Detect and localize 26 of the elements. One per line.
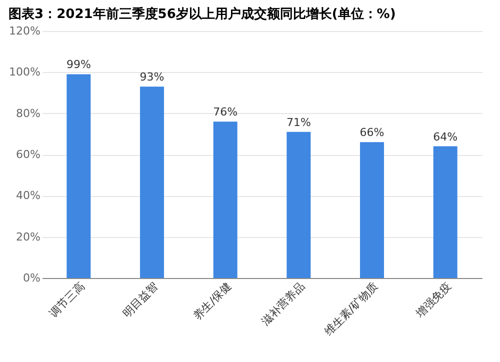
data-label: 76% [213, 106, 238, 119]
chart-title: 图表3：2021年前三季度56岁以上用户成交额同比增长(单位：%) [8, 6, 396, 22]
data-label: 71% [286, 116, 311, 129]
x-tick-label: 增强免疫 [412, 280, 454, 321]
data-label: 64% [433, 130, 458, 144]
data-label: 99% [66, 58, 91, 72]
bar [433, 146, 458, 278]
y-tick-label: 100% [9, 66, 40, 79]
x-tick-label: 滋补营养品 [259, 280, 308, 328]
bar [140, 86, 164, 278]
data-label: 93% [140, 70, 164, 84]
bar [360, 142, 384, 278]
bar [66, 74, 91, 278]
data-label: 66% [360, 126, 384, 140]
x-tick-label: 明目益智 [120, 280, 160, 320]
x-tick-label: 维生素/矿物质 [322, 280, 380, 338]
x-tick-label: 养生/保健 [190, 280, 234, 323]
y-tick-label: 80% [16, 106, 40, 120]
y-tick-label: 0% [23, 272, 40, 284]
bar [286, 132, 311, 278]
y-tick-label: 40% [16, 189, 40, 202]
y-tick-label: 60% [16, 148, 40, 161]
bar [213, 122, 238, 278]
y-tick-label: 20% [16, 230, 40, 244]
y-tick-label: 120% [9, 24, 40, 38]
x-tick-label: 调节三高 [46, 280, 88, 320]
